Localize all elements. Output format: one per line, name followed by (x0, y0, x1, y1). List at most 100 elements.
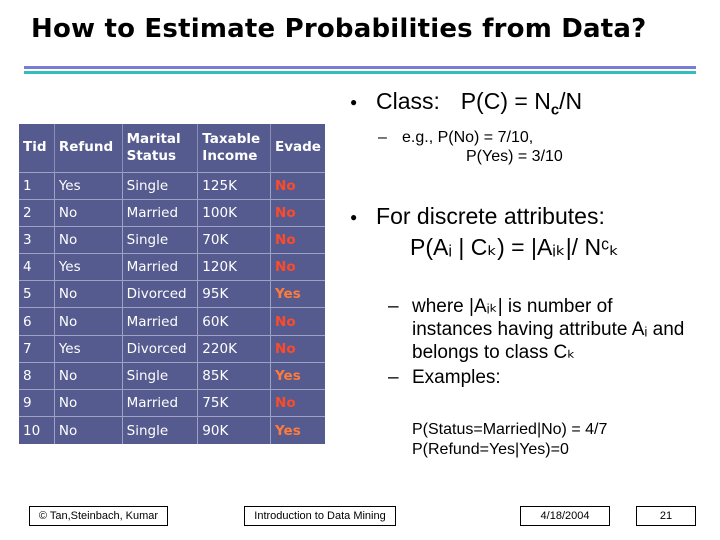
cell-refund: No (54, 416, 123, 444)
footer-course: Introduction to Data Mining (244, 506, 396, 526)
cell-marital-status: Divorced (122, 280, 199, 308)
cell-evade: No (270, 388, 325, 417)
cell-tid: 4 (19, 253, 55, 281)
cell-refund: No (54, 307, 123, 336)
table-header-row: Tid Refund Marital Status Taxable Income… (19, 124, 325, 172)
table-row: 5 No Divorced 95K Yes (19, 280, 325, 308)
cell-tid: 8 (19, 361, 55, 390)
cell-tid: 6 (19, 307, 55, 336)
bullet-dot: ● (350, 95, 358, 109)
discrete-label: For discrete attributes: (376, 203, 605, 229)
column-header-evade: Evade (275, 139, 321, 156)
column-header-taxable-income: Taxable Income (197, 124, 272, 172)
class-example: – e.g., P(No) = 7/10, P(Yes) = 3/10 (378, 128, 563, 166)
cell-refund: Yes (54, 253, 123, 281)
cell-refund: Yes (54, 334, 123, 363)
table-row: 2 No Married 100K No (19, 198, 325, 227)
cell-evade: No (270, 334, 325, 363)
table-row: 3 No Single 70K No (19, 225, 325, 254)
cell-marital-status: Married (122, 307, 199, 336)
cell-marital-status: Single (122, 171, 199, 200)
table-row: 10 No Single 90K Yes (19, 416, 325, 444)
dash-marker: – (388, 367, 399, 388)
cell-marital-status: Married (122, 388, 199, 417)
cell-refund: No (54, 361, 123, 390)
class-label: Class: (376, 88, 440, 114)
cell-marital-status: Single (122, 416, 199, 444)
cell-tid: 5 (19, 280, 55, 308)
dash-marker: – (388, 296, 399, 317)
cell-evade: No (270, 171, 325, 200)
cell-taxable-income: 90K (197, 416, 272, 444)
cell-evade: No (270, 307, 325, 336)
dash-marker: – (378, 129, 387, 146)
footer-date: 4/18/2004 (520, 506, 610, 526)
examples-label: Examples: (412, 367, 501, 388)
cell-refund: No (54, 225, 123, 254)
cell-evade: No (270, 225, 325, 254)
cell-taxable-income: 75K (197, 388, 272, 417)
discrete-bullet: ● For discrete attributes: P(Aᵢ | Cₖ) = … (350, 203, 619, 261)
footer-copyright: © Tan,Steinbach, Kumar (29, 506, 168, 526)
cell-taxable-income: 70K (197, 225, 272, 254)
cell-marital-status: Married (122, 198, 199, 227)
examples-block: P(Status=Married|No) = 4/7 P(Refund=Yes|… (412, 420, 607, 460)
cell-tid: 10 (19, 416, 55, 444)
eg-line1: e.g., P(No) = 7/10, (402, 129, 534, 146)
cell-evade: Yes (270, 416, 325, 444)
class-formula-sub: c (550, 101, 560, 119)
cell-taxable-income: 120K (197, 253, 272, 281)
examples-item: – Examples: (388, 366, 698, 389)
cell-tid: 3 (19, 225, 55, 254)
data-table-panel: Tid Refund Marital Status Taxable Income… (19, 124, 325, 444)
table-row: 8 No Single 85K Yes (19, 361, 325, 390)
where-text: where |Aᵢₖ| is number of instances havin… (412, 296, 685, 363)
title-divider-top (24, 66, 696, 69)
table-row: 4 Yes Married 120K No (19, 253, 325, 281)
cell-refund: Yes (54, 171, 123, 200)
table-row: 9 No Married 75K No (19, 388, 325, 417)
cell-taxable-income: 95K (197, 280, 272, 308)
cell-tid: 2 (19, 198, 55, 227)
cell-refund: No (54, 280, 123, 308)
example-2: P(Refund=Yes|Yes)=0 (412, 441, 569, 458)
class-formula-suffix: /N (559, 88, 583, 114)
data-table: Tid Refund Marital Status Taxable Income… (19, 124, 325, 444)
cell-taxable-income: 85K (197, 361, 272, 390)
cell-refund: No (54, 198, 123, 227)
eg-line2: P(Yes) = 3/10 (466, 148, 563, 165)
bullet-dot: ● (350, 210, 358, 224)
column-header-refund: Refund (54, 124, 123, 172)
class-formula-prefix: P(C) = N (460, 88, 551, 114)
cell-marital-status: Divorced (122, 334, 199, 363)
table-body: 1 Yes Single 125K No 2 No Married 100K No 3 No Singl… (19, 171, 325, 444)
cell-marital-status: Single (122, 225, 199, 254)
table-row: 7 Yes Divorced 220K No (19, 334, 325, 363)
where-item: – where |Aᵢₖ| is number of instances hav… (388, 295, 698, 364)
column-header-marital-status: Marital Status (122, 124, 199, 172)
cell-taxable-income: 60K (197, 307, 272, 336)
cell-taxable-income: 125K (197, 171, 272, 200)
slide-title: How to Estimate Probabilities from Data? (31, 14, 647, 44)
cell-tid: 7 (19, 334, 55, 363)
cell-taxable-income: 220K (197, 334, 272, 363)
footer-page-number: 21 (636, 506, 696, 526)
title-divider-bottom (24, 71, 696, 74)
cell-evade: No (270, 253, 325, 281)
cell-evade: Yes (270, 280, 325, 308)
cell-evade: No (270, 198, 325, 227)
cell-taxable-income: 100K (197, 198, 272, 227)
cell-evade: Yes (270, 361, 325, 390)
cell-marital-status: Single (122, 361, 199, 390)
cell-refund: No (54, 388, 123, 417)
discrete-details: – where |Aᵢₖ| is number of instances hav… (388, 295, 698, 389)
example-1: P(Status=Married|No) = 4/7 (412, 421, 608, 438)
cell-tid: 9 (19, 388, 55, 417)
table-row: 1 Yes Single 125K No (19, 171, 325, 200)
cell-tid: 1 (19, 171, 55, 200)
class-bullet: ● Class: P(C) = Nc/N (350, 88, 582, 119)
discrete-formula: P(Aᵢ | Cₖ) = |Aᵢₖ|/ Nᶜₖ (410, 234, 620, 260)
column-header-tid: Tid (19, 124, 55, 172)
cell-marital-status: Married (122, 253, 199, 281)
table-row: 6 No Married 60K No (19, 307, 325, 336)
